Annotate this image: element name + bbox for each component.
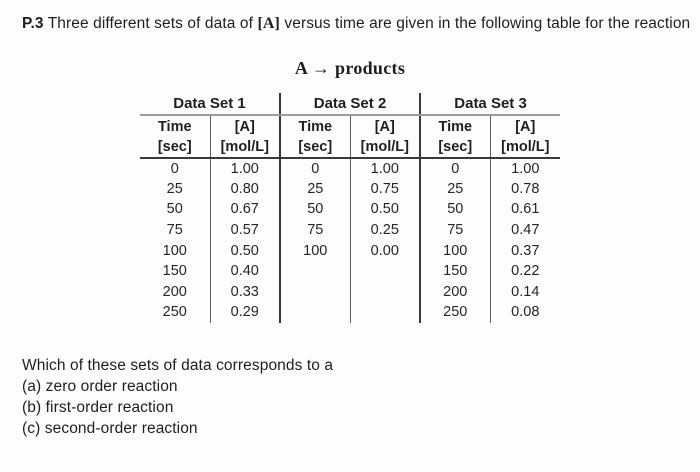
dataset2-conc-cell: 0.00 [349,240,421,261]
table-row: 200 0.33 200 0.14 [140,281,561,303]
dataset2-time-cell: 25 [279,178,351,200]
conc-unit-label: [mol/L] [501,138,550,155]
table-row: 75 0.57 75 0.25 75 0.47 [140,219,561,241]
problem-statement-line1: P.3 Three different sets of data of [A] … [22,15,630,32]
dataset3-conc-cell: 0.14 [489,281,561,303]
dataset1-conc-cell: 0.33 [209,281,281,303]
table-body: 0 1.00 0 1.00 0 1.00 25 0.80 25 0.75 25 … [140,158,561,323]
time-label: Time [298,118,333,135]
question-option-a: (a) zero order reaction [22,378,178,395]
dataset2-conc-cell [349,281,421,303]
time-label: Time [157,118,192,135]
kinetics-data-table: Data Set 1 Data Set 2 Data Set 3 Time [s… [140,93,561,323]
dataset1-time-cell: 150 [162,263,187,280]
table-row: 100 0.50 100 0.00 100 0.37 [140,240,561,261]
dataset3-time-header: Time [sec] [419,115,491,159]
dataset2-time-cell: 50 [279,199,351,220]
dataset1-time-cell: 250 [162,304,187,321]
problem-text-after: versus time are given in the following t… [284,15,630,32]
reactant-symbol: [A] [257,15,280,32]
time-unit-label: [sec] [438,138,473,155]
dataset1-conc-cell: 1.00 [209,158,281,179]
dataset1-conc-cell: 0.57 [209,219,281,241]
column-header-row: Time [sec] [A] [mol/L] Time [sec] [A] [m… [140,115,561,159]
dataset1-conc-cell: 0.80 [209,178,281,200]
dataset3-conc-cell: 0.08 [489,302,561,323]
dataset2-conc-cell: 0.75 [349,178,421,200]
conc-label: [A] [515,118,536,135]
question-block: Which of these sets of data corresponds … [22,355,333,439]
dataset3-time-cell: 250 [419,302,491,323]
problem-label: P.3 [22,15,44,32]
dataset3-time-cell: 100 [419,240,491,261]
dataset3-conc-header: [A] [mol/L] [489,115,561,159]
dataset1-conc-cell: 0.29 [209,302,281,323]
table-row: 0 1.00 0 1.00 0 1.00 [140,158,561,179]
dataset1-conc-cell: 0.40 [209,260,281,282]
problem-text-before: Three different sets of data of [47,15,254,32]
dataset2-time-header: Time [sec] [279,115,351,159]
dataset3-conc-cell: 0.22 [489,260,561,282]
dataset3-conc-cell: 0.78 [489,178,561,200]
question-intro: Which of these sets of data corresponds … [22,357,334,374]
dataset-caption-row: Data Set 1 Data Set 2 Data Set 3 [140,93,561,116]
dataset3-time-cell: 150 [419,260,491,282]
dataset3-time-cell: 200 [419,281,491,303]
problem-statement: P.3 Three different sets of data of [A] … [22,13,690,35]
table-row: 250 0.29 250 0.08 [140,302,561,323]
table-row: 150 0.40 150 0.22 [140,260,561,282]
dataset2-time-cell [279,302,351,323]
dataset2-time-cell: 75 [279,219,351,241]
time-unit-label: [sec] [157,138,192,155]
table-row: 50 0.67 50 0.50 50 0.61 [140,199,561,220]
dataset3-time-cell: 75 [419,219,491,241]
dataset1-time-cell: 25 [166,180,183,197]
dataset2-time-cell: 0 [279,158,351,179]
dataset2-time-cell: 100 [279,240,351,261]
dataset3-conc-cell: 0.47 [489,219,561,241]
time-unit-label: [sec] [298,138,333,155]
conc-label: [A] [374,118,395,135]
dataset1-time-header: Time [sec] [140,115,210,159]
conc-unit-label: [mol/L] [220,138,269,155]
dataset3-time-cell: 0 [419,158,491,179]
dataset3-caption: Data Set 3 [419,93,561,116]
conc-label: [A] [234,118,255,135]
dataset3-conc-cell: 0.37 [489,240,561,261]
dataset3-conc-cell: 1.00 [489,158,561,179]
dataset2-conc-cell: 0.25 [349,219,421,241]
dataset2-conc-cell [349,302,421,323]
dataset2-conc-cell: 0.50 [349,199,421,220]
question-option-c: (c) second-order reaction [22,420,198,437]
dataset2-caption: Data Set 2 [279,93,421,116]
dataset2-time-cell [279,281,351,303]
problem-statement-line2: reaction [634,15,691,32]
dataset1-time-cell: 50 [166,201,183,218]
dataset1-conc-header: [A] [mol/L] [209,115,281,159]
dataset1-time-cell: 0 [170,160,179,177]
dataset2-conc-cell: 1.00 [349,158,421,179]
dataset1-time-cell: 100 [162,242,187,259]
dataset3-time-cell: 50 [419,199,491,220]
dataset2-conc-cell [349,260,421,282]
dataset1-time-cell: 200 [162,283,187,300]
dataset3-time-cell: 25 [419,178,491,200]
dataset1-conc-cell: 0.67 [209,199,281,220]
dataset1-conc-cell: 0.50 [209,240,281,261]
conc-unit-label: [mol/L] [360,138,409,155]
question-option-b: (b) first-order reaction [22,399,174,416]
dataset1-caption: Data Set 1 [140,93,281,116]
time-label: Time [438,118,473,135]
table-row: 25 0.80 25 0.75 25 0.78 [140,178,561,200]
reaction-equation: A → products [294,58,406,78]
dataset3-conc-cell: 0.61 [489,199,561,220]
dataset2-time-cell [279,260,351,282]
dataset2-conc-header: [A] [mol/L] [349,115,421,159]
dataset1-time-cell: 75 [166,222,183,239]
